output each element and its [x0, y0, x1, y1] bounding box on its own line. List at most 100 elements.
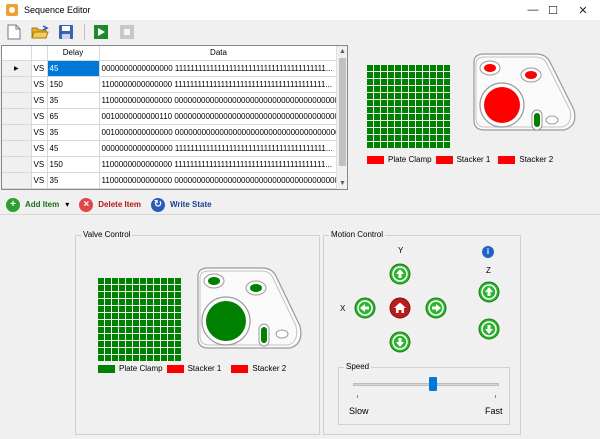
- preview-valve-cell[interactable]: [402, 128, 408, 134]
- valve-cell[interactable]: [140, 278, 146, 284]
- valve-cell[interactable]: [133, 292, 139, 298]
- valve-cell[interactable]: [168, 348, 174, 354]
- valve-cell[interactable]: [112, 313, 118, 319]
- preview-valve-cell[interactable]: [381, 93, 387, 99]
- valve-cell[interactable]: [154, 320, 160, 326]
- preview-valve-cell[interactable]: [423, 72, 429, 78]
- row-header-cell[interactable]: ▶: [2, 60, 32, 77]
- valve-cell[interactable]: [175, 341, 181, 347]
- valve-cell[interactable]: [112, 334, 118, 340]
- preview-valve-cell[interactable]: [395, 65, 401, 71]
- valve-cell[interactable]: [126, 355, 132, 361]
- valve-cell[interactable]: [175, 292, 181, 298]
- preview-valve-cell[interactable]: [388, 121, 394, 127]
- preview-valve-cell[interactable]: [444, 114, 450, 120]
- type-cell[interactable]: VS: [31, 124, 48, 141]
- preview-valve-cell[interactable]: [437, 114, 443, 120]
- preview-valve-cell[interactable]: [402, 114, 408, 120]
- preview-valve-cell[interactable]: [395, 79, 401, 85]
- maximize-button[interactable]: ☐: [548, 4, 558, 17]
- valve-cell[interactable]: [126, 348, 132, 354]
- preview-valve-cell[interactable]: [409, 86, 415, 92]
- preview-valve-cell[interactable]: [423, 128, 429, 134]
- preview-valve-cell[interactable]: [367, 65, 373, 71]
- valve-cell[interactable]: [119, 299, 125, 305]
- preview-valve-cell[interactable]: [437, 107, 443, 113]
- preview-valve-cell[interactable]: [367, 79, 373, 85]
- preview-valve-cell[interactable]: [437, 93, 443, 99]
- data-cell[interactable]: 0010000000000110 00000000000000000000000…: [99, 188, 339, 189]
- valve-cell[interactable]: [105, 313, 111, 319]
- delay-cell[interactable]: 65: [47, 108, 100, 125]
- type-cell[interactable]: VS: [31, 156, 48, 173]
- valve-cell[interactable]: [126, 285, 132, 291]
- info-icon[interactable]: i: [482, 246, 494, 258]
- preview-valve-cell[interactable]: [381, 114, 387, 120]
- preview-valve-cell[interactable]: [423, 142, 429, 148]
- preview-valve-cell[interactable]: [444, 128, 450, 134]
- scroll-down-arrow[interactable]: ▼: [339, 180, 346, 187]
- valve-cell[interactable]: [140, 341, 146, 347]
- valve-cell[interactable]: [161, 334, 167, 340]
- preview-valve-cell[interactable]: [374, 86, 380, 92]
- delay-cell[interactable]: 150: [47, 76, 100, 93]
- valve-cell[interactable]: [154, 306, 160, 312]
- valve-cell[interactable]: [140, 313, 146, 319]
- valve-cell[interactable]: [154, 313, 160, 319]
- preview-valve-cell[interactable]: [430, 128, 436, 134]
- valve-cell[interactable]: [147, 334, 153, 340]
- valve-cell[interactable]: [168, 320, 174, 326]
- valve-cell[interactable]: [98, 327, 104, 333]
- valve-cell[interactable]: [105, 299, 111, 305]
- valve-cell[interactable]: [140, 320, 146, 326]
- valve-cell[interactable]: [98, 285, 104, 291]
- valve-cell[interactable]: [147, 306, 153, 312]
- preview-valve-cell[interactable]: [416, 72, 422, 78]
- preview-valve-cell[interactable]: [416, 128, 422, 134]
- valve-cell[interactable]: [119, 292, 125, 298]
- valve-cell[interactable]: [154, 327, 160, 333]
- type-cell[interactable]: VS: [31, 172, 48, 189]
- valve-cell[interactable]: [98, 348, 104, 354]
- valve-cell[interactable]: [168, 313, 174, 319]
- preview-valve-cell[interactable]: [388, 107, 394, 113]
- preview-valve-cell[interactable]: [409, 107, 415, 113]
- delay-cell[interactable]: 45: [47, 140, 100, 157]
- preview-valve-cell[interactable]: [444, 86, 450, 92]
- preview-valve-cell[interactable]: [416, 93, 422, 99]
- preview-valve-cell[interactable]: [409, 93, 415, 99]
- preview-valve-cell[interactable]: [437, 86, 443, 92]
- preview-valve-cell[interactable]: [395, 107, 401, 113]
- row-header-cell[interactable]: [2, 76, 32, 93]
- valve-cell[interactable]: [126, 320, 132, 326]
- valve-cell[interactable]: [112, 355, 118, 361]
- preview-valve-cell[interactable]: [437, 142, 443, 148]
- preview-valve-cell[interactable]: [444, 79, 450, 85]
- preview-valve-cell[interactable]: [444, 100, 450, 106]
- delay-cell[interactable]: 45: [47, 60, 100, 77]
- preview-valve-cell[interactable]: [416, 121, 422, 127]
- valve-cell[interactable]: [175, 299, 181, 305]
- valve-cell[interactable]: [168, 355, 174, 361]
- valve-cell[interactable]: [168, 341, 174, 347]
- valve-cell[interactable]: [105, 306, 111, 312]
- valve-cell[interactable]: [126, 292, 132, 298]
- preview-valve-cell[interactable]: [437, 121, 443, 127]
- preview-valve-cell[interactable]: [388, 86, 394, 92]
- preview-valve-cell[interactable]: [374, 65, 380, 71]
- type-cell[interactable]: VS: [31, 108, 48, 125]
- valve-cell[interactable]: [133, 348, 139, 354]
- valve-cell[interactable]: [112, 299, 118, 305]
- side-slot-indicator[interactable]: [261, 327, 267, 343]
- valve-cell[interactable]: [168, 334, 174, 340]
- save-icon[interactable]: [56, 22, 76, 42]
- preview-valve-cell[interactable]: [388, 135, 394, 141]
- data-cell[interactable]: 0010000000000000 00000000000000000000000…: [99, 124, 339, 141]
- new-file-icon[interactable]: [4, 22, 24, 42]
- delay-column-header[interactable]: Delay: [47, 46, 100, 61]
- valve-cell[interactable]: [140, 306, 146, 312]
- valve-cell[interactable]: [161, 341, 167, 347]
- valve-cell[interactable]: [119, 341, 125, 347]
- valve-cell[interactable]: [168, 306, 174, 312]
- y-up-button[interactable]: [389, 263, 411, 285]
